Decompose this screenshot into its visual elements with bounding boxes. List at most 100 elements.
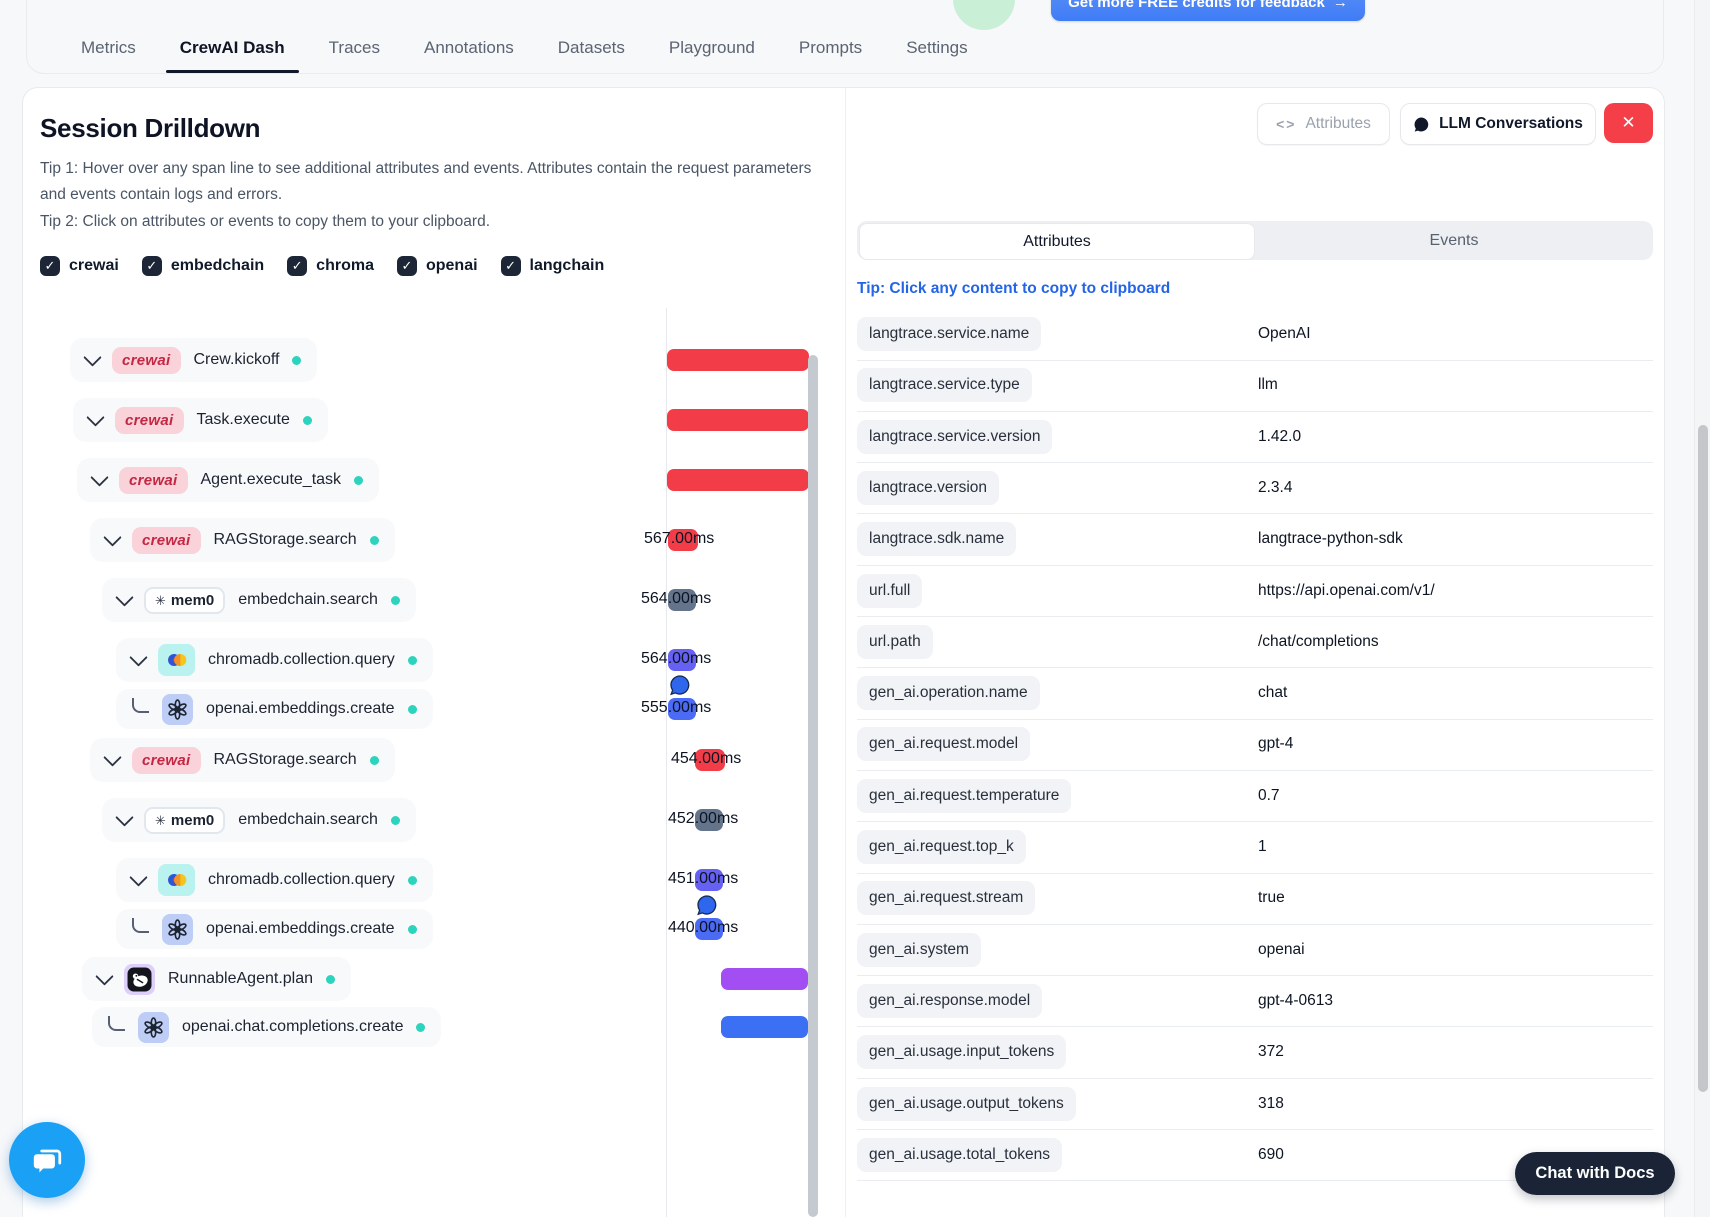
span-duration-bar[interactable] xyxy=(667,349,809,371)
checkbox-checked-icon[interactable]: ✓ xyxy=(287,256,308,276)
attribute-key[interactable]: gen_ai.usage.total_tokens xyxy=(857,1137,1062,1172)
span-row-embedchain-search[interactable]: ✳ mem0 embedchain.search xyxy=(102,578,416,622)
span-duration-bar[interactable] xyxy=(667,409,809,431)
nav-tab-prompts[interactable]: Prompts xyxy=(798,38,863,57)
checkbox-checked-icon[interactable]: ✓ xyxy=(500,256,521,276)
span-duration-bar[interactable] xyxy=(668,698,696,720)
filter-langchain[interactable]: ✓ langchain xyxy=(500,256,604,276)
filter-chroma[interactable]: ✓ chroma xyxy=(287,256,374,276)
span-duration-bar[interactable] xyxy=(667,469,809,491)
span-duration-bar[interactable] xyxy=(668,589,696,611)
chevron-down-icon[interactable] xyxy=(115,587,134,607)
span-row-crew-kickoff[interactable]: crewai Crew.kickoff xyxy=(70,338,318,382)
attribute-value[interactable]: gpt-4-0613 xyxy=(1258,991,1333,1009)
attribute-key[interactable]: gen_ai.usage.output_tokens xyxy=(857,1086,1076,1121)
page-scrollbar-thumb[interactable] xyxy=(1698,425,1708,1092)
span-row-agent-execute-task[interactable]: crewai Agent.execute_task xyxy=(77,458,380,502)
attribute-key[interactable]: langtrace.service.version xyxy=(857,419,1053,454)
attribute-value[interactable]: 690 xyxy=(1258,1145,1284,1163)
attribute-key[interactable]: langtrace.sdk.name xyxy=(857,522,1017,557)
span-row-embedchain-search[interactable]: ✳ mem0 embedchain.search xyxy=(102,798,416,842)
nav-tab-playground[interactable]: Playground xyxy=(668,38,755,57)
nav-tab-settings[interactable]: Settings xyxy=(906,38,968,57)
attribute-value[interactable]: gpt-4 xyxy=(1258,735,1294,753)
llm-span-bubble-icon[interactable] xyxy=(669,674,691,696)
nav-tab-annotations[interactable]: Annotations xyxy=(423,38,514,57)
chevron-down-icon[interactable] xyxy=(129,867,148,887)
span-duration-bar[interactable] xyxy=(668,529,698,551)
checkbox-checked-icon[interactable]: ✓ xyxy=(141,256,162,276)
span-row-chromadb-collection-query[interactable]: chromadb.collection.query xyxy=(116,638,433,682)
attribute-value[interactable]: 0.7 xyxy=(1258,786,1280,804)
attributes-code-button[interactable]: <> Attributes xyxy=(1257,103,1390,145)
chevron-down-icon[interactable] xyxy=(86,407,105,427)
attribute-key[interactable]: gen_ai.response.model xyxy=(857,983,1043,1018)
attribute-value[interactable]: chat xyxy=(1258,684,1288,702)
nav-tab-crewai-dash[interactable]: CrewAI Dash xyxy=(165,23,299,73)
attribute-value[interactable]: 2.3.4 xyxy=(1258,478,1293,496)
span-duration-bar[interactable] xyxy=(695,869,723,891)
attribute-value[interactable]: 1.42.0 xyxy=(1258,427,1302,445)
span-duration-bar[interactable] xyxy=(695,749,725,771)
attribute-key[interactable]: gen_ai.system xyxy=(857,932,981,967)
span-row-ragstorage-search[interactable]: crewai RAGStorage.search xyxy=(90,738,395,782)
attribute-key[interactable]: url.path xyxy=(857,624,933,659)
attribute-value[interactable]: 318 xyxy=(1258,1094,1284,1112)
chevron-down-icon[interactable] xyxy=(129,647,148,667)
attribute-value[interactable]: https://api.openai.com/v1/ xyxy=(1258,581,1435,599)
attribute-key[interactable]: gen_ai.request.top_k xyxy=(857,830,1026,864)
span-row-task-execute[interactable]: crewai Task.execute xyxy=(73,398,328,442)
attribute-value[interactable]: true xyxy=(1258,889,1285,907)
span-row-runnableagent-plan[interactable]: RunnableAgent.plan xyxy=(82,957,352,1001)
nav-tab-metrics[interactable]: Metrics xyxy=(81,38,136,57)
tab-events[interactable]: Events xyxy=(1255,221,1653,260)
span-duration-bar[interactable] xyxy=(695,809,723,831)
span-row-ragstorage-search[interactable]: crewai RAGStorage.search xyxy=(90,518,395,562)
chat-widget-button[interactable] xyxy=(9,1122,85,1198)
attribute-key[interactable]: gen_ai.operation.name xyxy=(857,676,1040,711)
close-button[interactable]: ✕ xyxy=(1604,103,1653,143)
attribute-value[interactable]: 372 xyxy=(1258,1043,1284,1061)
attribute-key[interactable]: url.full xyxy=(857,573,923,608)
checkbox-checked-icon[interactable]: ✓ xyxy=(40,256,60,276)
filter-openai[interactable]: ✓ openai xyxy=(396,256,478,276)
llm-span-bubble-icon[interactable] xyxy=(696,894,718,916)
chevron-down-icon[interactable] xyxy=(103,527,122,547)
attribute-key[interactable]: langtrace.service.type xyxy=(857,368,1032,403)
filter-crewai[interactable]: ✓ crewai xyxy=(40,256,119,276)
nav-tab-datasets[interactable]: Datasets xyxy=(557,38,625,57)
attribute-value[interactable]: /chat/completions xyxy=(1258,632,1379,650)
chevron-down-icon[interactable] xyxy=(83,347,102,367)
chat-with-docs-button[interactable]: Chat with Docs xyxy=(1515,1152,1675,1195)
attribute-key[interactable]: gen_ai.request.temperature xyxy=(857,778,1072,813)
span-row-chromadb-collection-query[interactable]: chromadb.collection.query xyxy=(116,858,433,902)
span-duration-bar[interactable] xyxy=(668,649,696,671)
llm-conversations-button[interactable]: LLM Conversations xyxy=(1400,103,1596,145)
span-row-openai-embeddings-create[interactable]: openai.embeddings.create xyxy=(116,909,433,949)
chevron-down-icon[interactable] xyxy=(103,747,122,767)
tree-scrollbar-thumb[interactable] xyxy=(808,355,818,1217)
page-scrollbar[interactable] xyxy=(1694,0,1710,1217)
attribute-key[interactable]: langtrace.service.name xyxy=(857,317,1042,351)
chevron-down-icon[interactable] xyxy=(90,467,109,487)
free-credits-button[interactable]: Get more FREE credits for feedback → xyxy=(1051,0,1365,21)
span-duration-bar[interactable] xyxy=(721,1016,808,1038)
attribute-value[interactable]: langtrace-python-sdk xyxy=(1258,530,1403,548)
span-row-openai-chat-completions-create[interactable]: openai.chat.completions.create xyxy=(92,1007,442,1047)
chevron-down-icon[interactable] xyxy=(115,807,134,827)
attribute-key[interactable]: gen_ai.request.stream xyxy=(857,881,1036,916)
attribute-value[interactable]: OpenAI xyxy=(1258,325,1311,342)
chevron-down-icon[interactable] xyxy=(95,966,114,986)
attribute-key[interactable]: gen_ai.request.model xyxy=(857,727,1031,762)
span-duration-bar[interactable] xyxy=(721,968,808,990)
attribute-value[interactable]: llm xyxy=(1258,376,1278,394)
tab-attributes[interactable]: Attributes xyxy=(859,223,1255,260)
nav-tab-traces[interactable]: Traces xyxy=(328,38,380,57)
attribute-value[interactable]: openai xyxy=(1258,940,1305,958)
span-row-openai-embeddings-create[interactable]: openai.embeddings.create xyxy=(116,689,433,729)
checkbox-checked-icon[interactable]: ✓ xyxy=(396,256,417,276)
filter-embedchain[interactable]: ✓ embedchain xyxy=(141,256,264,276)
attribute-value[interactable]: 1 xyxy=(1258,838,1267,855)
span-duration-bar[interactable] xyxy=(695,918,723,940)
attribute-key[interactable]: gen_ai.usage.input_tokens xyxy=(857,1035,1067,1070)
